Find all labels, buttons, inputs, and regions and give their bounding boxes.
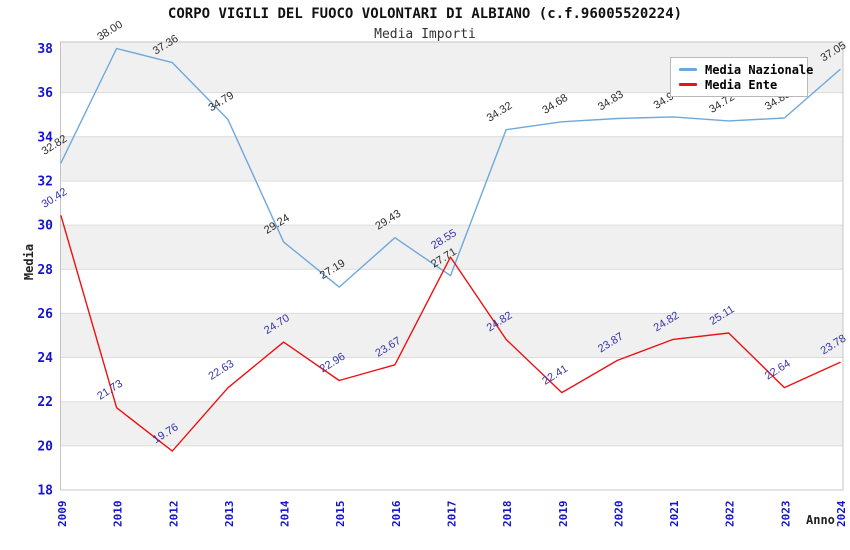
legend-item-media-nazionale: Media Nazionale [679,62,813,77]
x-tick-label: 2021 [668,500,681,527]
plot-border [60,41,844,491]
y-tick-label: 22 [37,395,53,410]
plot-band [60,136,843,181]
x-tick-label: 2024 [835,500,848,527]
x-tick-label: 2015 [334,501,347,528]
y-tick-label: 20 [37,439,53,454]
x-axis-title: Anno [806,513,835,527]
point-label: 34.32 [485,100,515,125]
legend: Media Nazionale Media Ente [670,57,813,97]
y-tick-label: 34 [37,130,53,145]
legend-label-ente: Media Ente [705,77,778,92]
y-tick-label: 30 [37,219,53,234]
point-label: 22.64 [763,358,793,383]
legend-label-nazionale: Media Nazionale [705,62,814,77]
x-tick-label: 2014 [279,500,292,527]
x-tick-label: 2019 [557,501,570,528]
chart-subtitle: Media Importi [374,27,476,42]
y-tick-label: 18 [37,484,53,499]
plot-band [60,401,843,446]
y-tick-label: 36 [37,86,53,101]
x-tick-label: 2017 [446,501,459,528]
point-label: 34.68 [540,92,570,117]
x-tick-label: 2013 [223,501,236,528]
series-line-media-ente [60,215,841,452]
y-tick-label: 28 [37,263,53,278]
point-label: 38.00 [95,19,125,44]
point-label: 22.63 [206,358,236,383]
x-tick-label: 2018 [501,501,514,527]
series-line-media-nazionale [60,47,841,288]
point-label: 30.42 [40,186,70,211]
point-label: 22.41 [540,363,570,388]
y-tick-label: 26 [37,307,53,322]
x-tick-label: 2012 [167,501,180,528]
plot-band [60,225,843,270]
y-tick-label: 38 [37,42,53,57]
x-tick-label: 2023 [779,501,792,528]
legend-item-media-ente: Media Ente [679,77,799,92]
x-tick-label: 2016 [390,500,403,527]
x-tick-label: 2020 [612,501,625,528]
y-tick-label: 32 [37,174,53,189]
y-tick-label: 24 [37,351,53,366]
legend-swatch-nazionale-icon [679,68,697,71]
point-label: 21.73 [95,378,125,403]
x-tick-label: 2010 [112,501,125,528]
x-tick-label: 2022 [724,501,737,528]
legend-swatch-ente-icon [679,83,697,86]
x-tick-label: 2009 [56,501,69,528]
chart-title: CORPO VIGILI DEL FUOCO VOLONTARI DI ALBI… [167,6,683,22]
